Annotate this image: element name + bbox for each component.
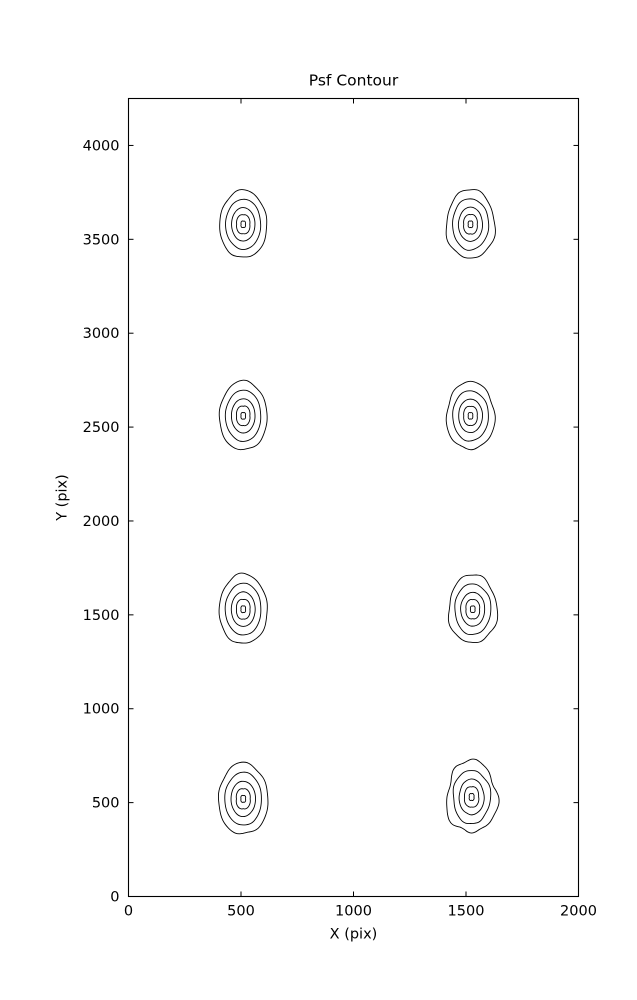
psf-c1-r3: [218, 379, 268, 451]
contour-level-2: [230, 398, 256, 434]
contour-level-0: [445, 380, 496, 451]
contour-level-4: [240, 220, 247, 229]
contour-level-4: [240, 412, 247, 420]
psf-c1-r2: [218, 572, 268, 644]
x-tick-label: 1500: [448, 904, 485, 920]
contour-level-1: [224, 389, 262, 442]
contour-level-2: [460, 591, 486, 627]
label-layer: 0 500 1000 1500 2000 0 500 1000 1500 2000 2500 3000…: [55, 72, 597, 943]
x-tick-label: 1000: [335, 904, 372, 920]
contour-level-1: [225, 198, 262, 251]
contour-level-2: [230, 780, 256, 818]
contour-level-2: [230, 591, 256, 627]
contour-level-1: [452, 770, 492, 825]
y-tick-label: 500: [92, 796, 120, 812]
x-axis-label: X (pix): [330, 927, 378, 943]
contour-level-0: [447, 574, 499, 644]
contour-layer: [217, 189, 500, 835]
contour-level-3: [465, 598, 481, 620]
contour-level-2: [231, 207, 256, 242]
contour-level-3: [235, 788, 251, 810]
contour-level-4: [469, 605, 476, 614]
contour-level-2: [458, 778, 485, 816]
contour-level-0: [219, 189, 268, 258]
contour-level-0: [217, 761, 269, 835]
contour-level-0: [445, 189, 496, 259]
contour-level-2: [458, 398, 483, 434]
psf-c2-r4: [445, 189, 496, 259]
psf-c2-r3: [445, 380, 496, 451]
contour-level-4: [468, 792, 475, 801]
contour-level-4: [240, 794, 247, 803]
y-tick-label: 4000: [83, 138, 120, 154]
contour-level-3: [236, 214, 251, 235]
plot-frame: [127, 97, 580, 898]
contour-level-4: [240, 605, 247, 614]
contour-level-3: [236, 405, 251, 427]
psf-c2-r1: [446, 758, 500, 834]
contour-level-4: [467, 412, 474, 420]
contour-level-0: [446, 758, 500, 834]
contour-level-1: [224, 582, 262, 636]
y-tick-label: 1500: [83, 608, 120, 624]
contour-level-2: [457, 206, 483, 242]
y-tick-label: 3500: [83, 232, 120, 248]
contour-level-3: [463, 213, 478, 235]
contour-level-1: [224, 771, 262, 826]
psf-c1-r4: [219, 189, 268, 258]
contour-level-0: [218, 379, 268, 451]
y-axis-label: Y (pix): [55, 474, 71, 522]
contour-level-1: [452, 390, 489, 442]
x-tick-label: 2000: [560, 904, 597, 920]
contour-level-3: [463, 405, 478, 426]
contour-level-3: [235, 598, 251, 620]
x-tick-label: 500: [227, 904, 255, 920]
contour-level-0: [218, 572, 268, 644]
contour-level-1: [454, 583, 492, 636]
y-tick-label: 3000: [83, 326, 120, 342]
y-tick-label: 2500: [83, 420, 120, 436]
contour-level-3: [463, 786, 480, 808]
y-tick-label: 2000: [83, 514, 120, 530]
psf-c2-r2: [447, 574, 499, 644]
psf-c1-r1: [217, 761, 269, 835]
contour-level-4: [467, 220, 474, 229]
chart-title: Psf Contour: [309, 72, 399, 90]
x-tick-label: 0: [124, 904, 133, 920]
contour-level-1: [452, 198, 490, 251]
axes-layer: [127, 97, 580, 898]
y-tick-label: 1000: [83, 702, 120, 718]
y-tick-label: 0: [110, 890, 119, 906]
